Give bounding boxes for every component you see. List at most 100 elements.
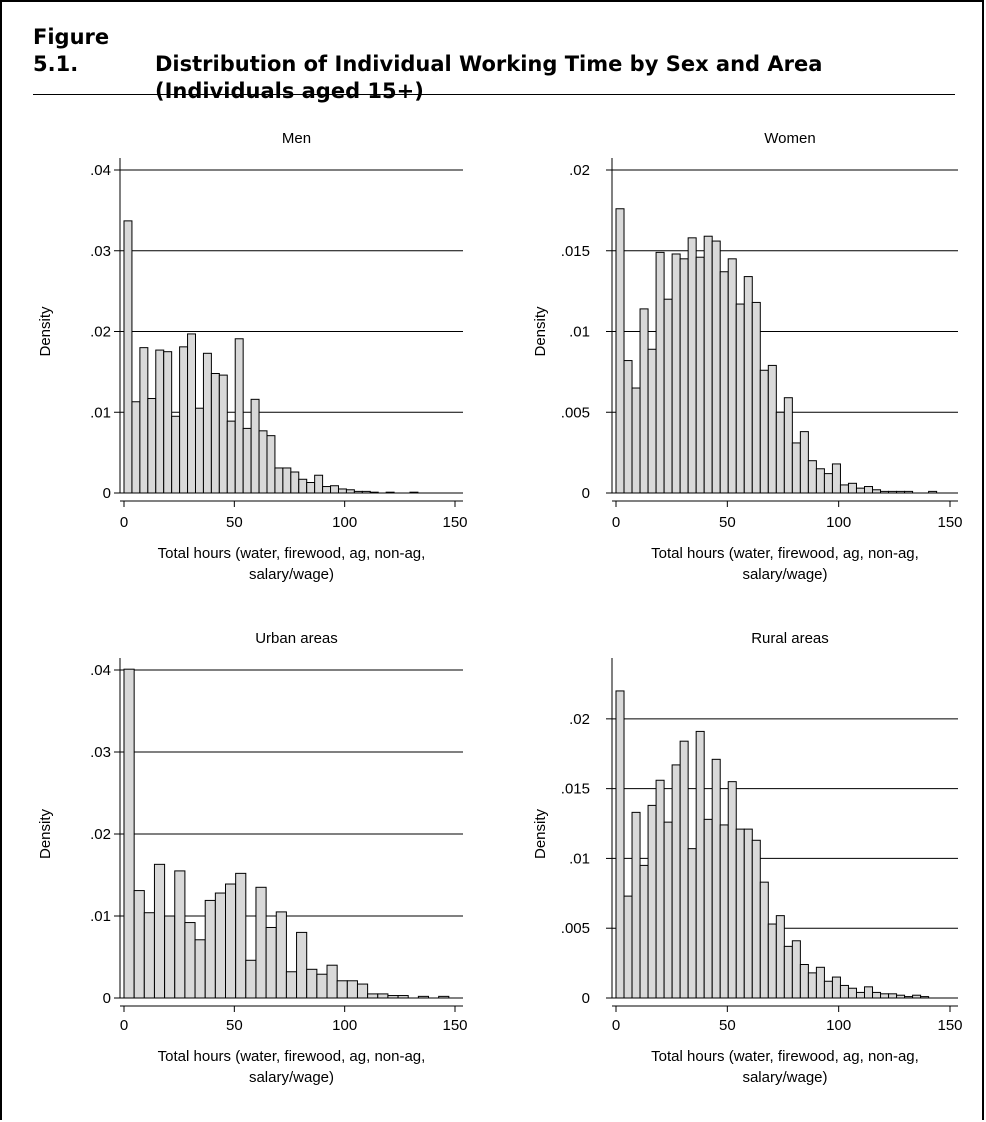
histogram-bar xyxy=(695,730,705,999)
y-tick-label: .01 xyxy=(90,908,111,925)
histogram-bar xyxy=(322,486,332,494)
histogram-bar xyxy=(872,991,882,999)
chart-panel-1: 0 .005 .01 .015 .02 0 50 100 150 Women Density Tota… xyxy=(532,130,963,583)
histogram-bar xyxy=(290,471,300,494)
figure-title-line1: Distribution of Individual Working Time … xyxy=(155,52,823,76)
histogram-bar xyxy=(316,973,328,999)
histogram-bar xyxy=(695,256,705,494)
histogram-bar xyxy=(218,374,228,494)
histogram-bar xyxy=(225,883,237,999)
y-tick-label: 0 xyxy=(582,485,590,502)
histogram-bar xyxy=(631,811,641,999)
histogram-bar xyxy=(133,890,145,999)
histogram-bar xyxy=(174,870,186,999)
x-tick-label: 0 xyxy=(120,1017,128,1034)
histogram-bar xyxy=(735,303,745,494)
histogram-bar xyxy=(147,398,157,494)
y-tick-label: .015 xyxy=(561,243,590,260)
histogram-bar xyxy=(719,271,729,494)
histogram-bar xyxy=(336,980,348,999)
histogram-bar xyxy=(194,939,206,999)
histogram-bar xyxy=(285,971,298,999)
histogram-bar xyxy=(839,484,849,494)
y-axis-label: Density xyxy=(37,306,54,357)
histogram-bar xyxy=(855,991,865,999)
histogram-bar xyxy=(791,442,801,494)
y-tick-label: .03 xyxy=(90,744,111,761)
histogram-bar xyxy=(226,420,236,494)
x-axis-label: salary/wage) xyxy=(249,566,334,583)
histogram-bar xyxy=(847,482,857,494)
x-tick-label: 50 xyxy=(719,1017,736,1034)
histogram-bar xyxy=(727,781,737,999)
histogram-bar xyxy=(880,993,890,999)
histogram-bar xyxy=(623,895,633,999)
y-tick-label: .04 xyxy=(90,662,111,679)
histogram-bar xyxy=(615,690,625,999)
chart-panel-3: 0 .005 .01 .015 .02 0 50 100 150 Rural areas Densi… xyxy=(532,630,963,1086)
y-tick-label: .01 xyxy=(569,324,590,341)
x-tick-label: 0 xyxy=(120,514,128,531)
y-tick-label: .02 xyxy=(569,711,590,728)
x-tick-label: 150 xyxy=(442,1017,467,1034)
histogram-bar xyxy=(759,369,769,494)
histogram-bar xyxy=(139,347,149,494)
histogram-bar xyxy=(255,886,267,999)
histogram-bar xyxy=(831,976,841,999)
histogram-bar xyxy=(655,779,665,999)
title-divider xyxy=(33,94,955,95)
histogram-bar xyxy=(807,460,817,494)
histogram-bar xyxy=(282,467,292,494)
histogram-bar xyxy=(179,346,189,494)
histogram-bar xyxy=(743,276,753,494)
x-axis-label: Total hours (water, firewood, ag, non-ag… xyxy=(651,1048,919,1065)
histogram-bar xyxy=(639,308,649,494)
x-axis-label: Total hours (water, firewood, ag, non-ag… xyxy=(158,545,426,562)
x-tick-label: 0 xyxy=(612,1017,620,1034)
y-tick-label: .04 xyxy=(90,162,111,179)
histogram-bar xyxy=(164,915,176,999)
y-axis-label: Density xyxy=(532,306,549,357)
y-tick-label: .01 xyxy=(569,850,590,867)
histogram-bar xyxy=(326,964,338,999)
x-axis-label: salary/wage) xyxy=(742,566,827,583)
figure-title: Figure 5.1. Distribution of Individual Wo… xyxy=(33,24,963,105)
histogram-bar xyxy=(296,931,308,999)
histogram-bar xyxy=(275,911,287,999)
histogram-bar xyxy=(123,668,135,999)
histogram-bar xyxy=(743,828,753,999)
histogram-bar xyxy=(791,940,801,999)
x-axis-label: Total hours (water, firewood, ag, non-ag… xyxy=(158,1048,426,1065)
x-tick-label: 100 xyxy=(826,514,851,531)
histogram-bar xyxy=(863,986,874,999)
histogram-bar xyxy=(703,818,713,999)
histogram-bar xyxy=(143,912,155,999)
histogram-bar xyxy=(367,993,379,999)
histogram-bar xyxy=(663,298,673,494)
histogram-bar xyxy=(687,237,697,494)
x-axis-label: salary/wage) xyxy=(742,1069,827,1086)
histogram-bar xyxy=(839,984,849,999)
panel-title: Rural areas xyxy=(751,630,829,647)
histogram-bar xyxy=(298,478,308,494)
histogram-bar xyxy=(163,351,173,494)
y-tick-label: .02 xyxy=(569,162,590,179)
histogram-bar xyxy=(751,839,761,999)
histogram-bar xyxy=(242,427,252,494)
histogram-bar xyxy=(204,899,216,999)
figure-title-line2: (Individuals aged 15+) xyxy=(155,79,424,103)
histogram-bar xyxy=(671,764,681,999)
panel-title: Men xyxy=(282,130,311,147)
x-tick-label: 150 xyxy=(442,514,467,531)
histogram-bar xyxy=(131,401,141,494)
histogram-bar xyxy=(687,848,697,999)
y-tick-label: 0 xyxy=(103,485,111,502)
histogram-bar xyxy=(647,804,657,999)
histogram-bar xyxy=(346,980,358,999)
histogram-bar xyxy=(306,482,316,494)
y-tick-label: .02 xyxy=(90,324,111,341)
histogram-bar xyxy=(337,488,347,494)
histogram-bar xyxy=(711,758,721,999)
histogram-bar xyxy=(123,220,133,494)
